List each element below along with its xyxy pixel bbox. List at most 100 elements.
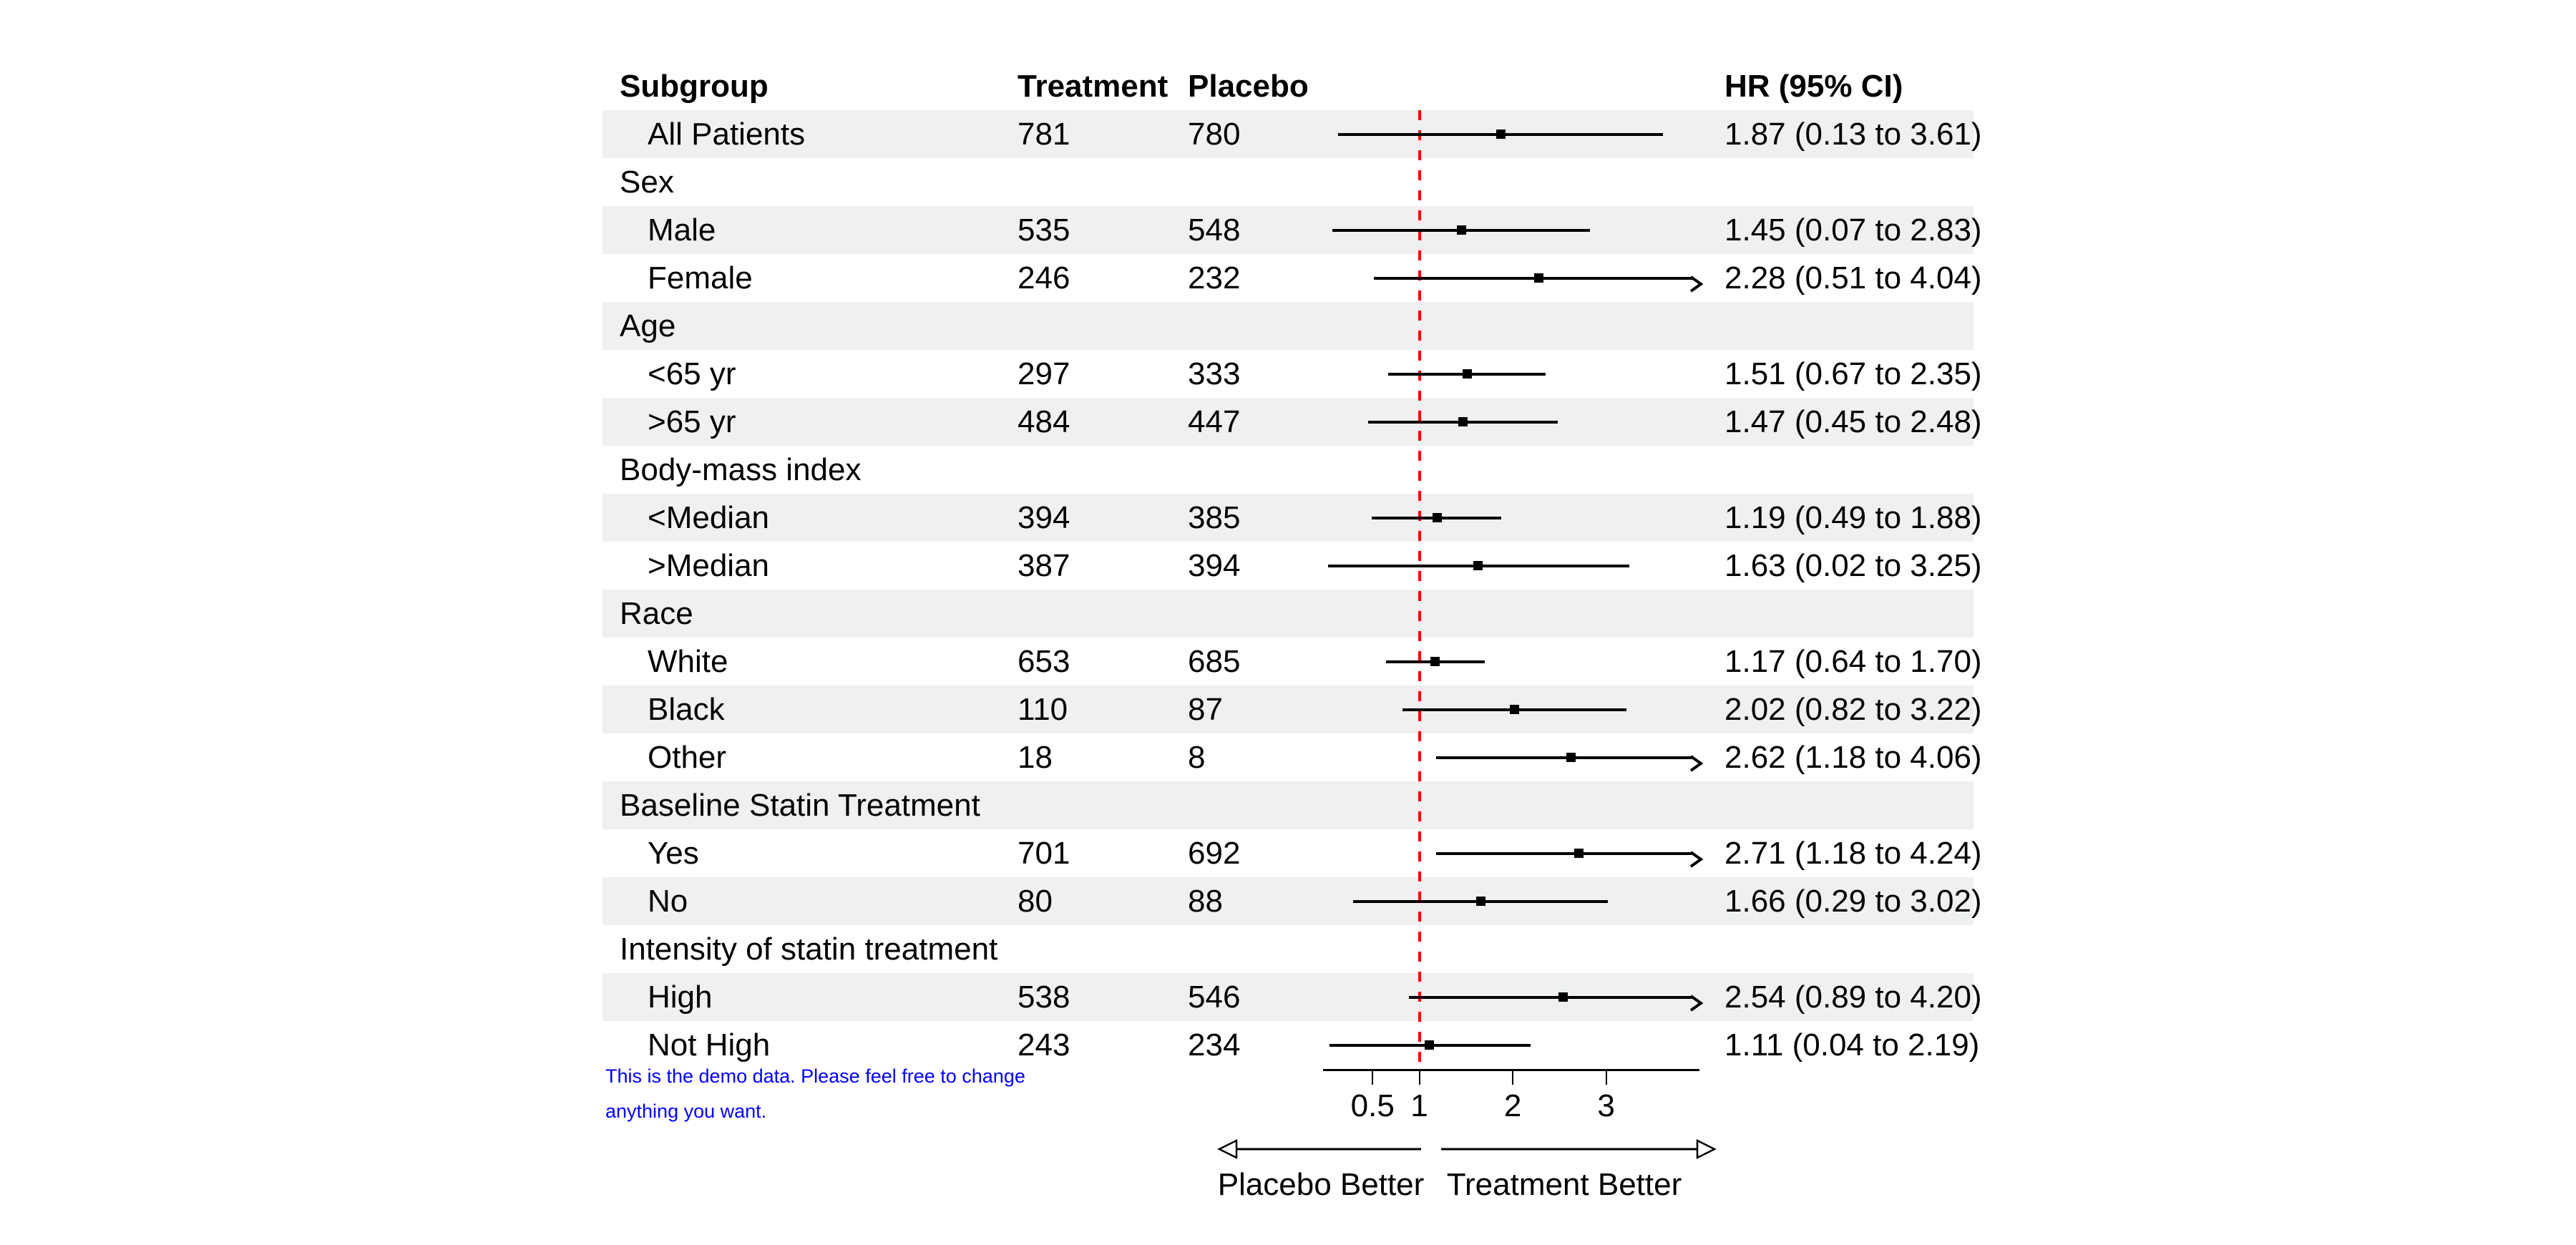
hr-estimate-marker xyxy=(1432,513,1442,522)
ci-clip-arrowhead xyxy=(1687,844,1704,868)
subgroup-row: Black 110 87 2.02 (0.82 to 3.22) xyxy=(602,685,1982,733)
demo-note-line2: anything you want. xyxy=(605,1100,767,1122)
subgroup-label: >65 yr xyxy=(648,404,736,439)
subgroup-row: High 538 546 2.54 (0.89 to 4.20) xyxy=(602,973,1982,1021)
hr-estimate-marker xyxy=(1558,992,1568,1002)
hr-estimate-marker xyxy=(1462,369,1472,379)
treatment-n: 110 xyxy=(1018,691,1068,727)
section-label: Baseline Statin Treatment xyxy=(620,787,980,823)
placebo-n: 447 xyxy=(1188,404,1241,439)
hr-estimate-marker xyxy=(1430,657,1440,666)
axis-tick xyxy=(1512,1071,1514,1085)
hr-estimate-marker xyxy=(1574,849,1584,858)
treatment-n: 246 xyxy=(1018,260,1070,296)
reference-line-hr1 xyxy=(1418,110,1421,1069)
treatment-n: 243 xyxy=(1018,1027,1070,1063)
ci-plot-cell xyxy=(1326,829,1705,877)
hr-ci-text: 1.47 (0.45 to 2.48) xyxy=(1724,404,1982,439)
subgroup-label: All Patients xyxy=(648,116,806,152)
placebo-n: 394 xyxy=(1188,547,1241,583)
axis-tick xyxy=(1372,1071,1374,1085)
hr-ci-text: 1.66 (0.29 to 3.02) xyxy=(1724,883,1982,919)
axis-tick xyxy=(1418,1071,1420,1085)
placebo-n: 692 xyxy=(1188,835,1241,871)
placebo-n: 685 xyxy=(1188,643,1241,679)
subgroup-label: White xyxy=(648,643,728,679)
forest-table: Subgroup Treatment Placebo HR (95% CI) A… xyxy=(602,62,1982,1069)
placebo-n: 88 xyxy=(1188,883,1223,919)
section-row: Body-mass index xyxy=(602,446,1974,494)
subgroup-label: <Median xyxy=(648,499,770,535)
placebo-n: 333 xyxy=(1188,356,1241,391)
subgroup-row: <Median 394 385 1.19 (0.49 to 1.88) xyxy=(602,494,1982,542)
subgroup-row: All Patients 781 780 1.87 (0.13 to 3.61) xyxy=(602,110,1982,158)
ci-plot-cell xyxy=(1326,877,1705,925)
treatment-n: 538 xyxy=(1018,979,1070,1015)
hr-ci-text: 1.45 (0.07 to 2.83) xyxy=(1724,212,1982,248)
treatment-n: 653 xyxy=(1018,643,1070,679)
subgroup-label: Black xyxy=(648,691,725,727)
subgroup-row: <65 yr 297 333 1.51 (0.67 to 2.35) xyxy=(602,350,1982,398)
ci-plot-cell xyxy=(1326,973,1705,1021)
axis-tick-label: 1 xyxy=(1410,1088,1428,1123)
hr-ci-text: 1.11 (0.04 to 2.19) xyxy=(1724,1027,1980,1063)
subgroup-label: >Median xyxy=(648,547,770,583)
treatment-n: 394 xyxy=(1018,499,1070,535)
placebo-n: 546 xyxy=(1188,979,1241,1015)
treatment-n: 484 xyxy=(1018,404,1070,439)
ci-clip-arrowhead xyxy=(1687,748,1704,772)
subgroup-label: Other xyxy=(648,739,727,775)
subgroup-row: Male 535 548 1.45 (0.07 to 2.83) xyxy=(602,206,1982,254)
column-header-hr-ci: HR (95% CI) xyxy=(1724,68,1903,104)
ci-clip-arrowhead xyxy=(1687,987,1704,1012)
hr-ci-text: 1.19 (0.49 to 1.88) xyxy=(1724,499,1982,535)
subgroup-label: No xyxy=(648,883,688,919)
placebo-n: 234 xyxy=(1188,1027,1241,1063)
section-row: Baseline Statin Treatment xyxy=(602,781,1974,829)
axis-tick xyxy=(1605,1071,1607,1085)
table-header-row: Subgroup Treatment Placebo HR (95% CI) xyxy=(602,62,1974,110)
subgroup-row: Not High 243 234 1.11 (0.04 to 2.19) xyxy=(602,1021,1980,1069)
hr-estimate-marker xyxy=(1456,225,1466,235)
section-row: Race xyxy=(602,590,1974,638)
section-row: Sex xyxy=(602,158,1974,206)
treatment-n: 80 xyxy=(1018,883,1053,919)
column-header-subgroup: Subgroup xyxy=(620,68,769,104)
subgroup-row: Other 18 8 2.62 (1.18 to 4.06) xyxy=(602,733,1982,781)
column-header-treatment: Treatment xyxy=(1018,68,1169,104)
hr-ci-text: 2.54 (0.89 to 4.20) xyxy=(1724,979,1982,1015)
ci-line xyxy=(1436,756,1694,759)
direction-arrows xyxy=(1217,1138,1717,1160)
section-row: Intensity of statin treatment xyxy=(602,925,1974,973)
section-row: Age xyxy=(602,302,1974,350)
ci-line xyxy=(1373,276,1694,280)
section-label: Sex xyxy=(620,164,674,200)
ci-plot-cell xyxy=(1326,494,1705,542)
subgroup-row: No 80 88 1.66 (0.29 to 3.02) xyxy=(602,877,1982,925)
placebo-n: 548 xyxy=(1188,212,1241,248)
ci-plot-cell xyxy=(1326,254,1705,302)
section-label: Race xyxy=(620,595,693,631)
subgroup-label: Male xyxy=(648,212,716,248)
section-label: Intensity of statin treatment xyxy=(620,931,998,967)
subgroup-row: >65 yr 484 447 1.47 (0.45 to 2.48) xyxy=(602,398,1982,446)
axis-tick-label: 3 xyxy=(1597,1088,1615,1123)
table-rows: All Patients 781 780 1.87 (0.13 to 3.61) Sex… xyxy=(602,110,1982,1069)
subgroup-label: <65 yr xyxy=(648,356,736,391)
subgroup-row: White 653 685 1.17 (0.64 to 1.70) xyxy=(602,638,1982,685)
column-header-placebo: Placebo xyxy=(1188,68,1309,104)
axis-line xyxy=(1323,1069,1700,1071)
placebo-n: 8 xyxy=(1188,739,1206,775)
placebo-n: 780 xyxy=(1188,116,1241,152)
placebo-n: 87 xyxy=(1188,691,1223,727)
treatment-n: 535 xyxy=(1018,212,1070,248)
ci-plot-cell xyxy=(1326,110,1705,158)
hr-ci-text: 1.17 (0.64 to 1.70) xyxy=(1724,643,1982,679)
demo-note-line1: This is the demo data. Please feel free … xyxy=(605,1065,1025,1087)
treatment-n: 297 xyxy=(1018,356,1070,391)
section-label: Body-mass index xyxy=(620,451,862,487)
hr-estimate-marker xyxy=(1566,753,1576,762)
ci-plot-cell xyxy=(1326,1021,1705,1069)
subgroup-label: High xyxy=(648,979,713,1015)
ci-plot-cell xyxy=(1326,733,1705,781)
